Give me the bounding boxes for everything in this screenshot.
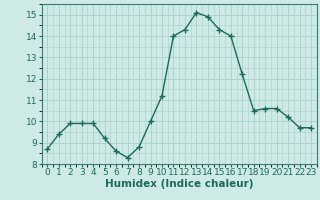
X-axis label: Humidex (Indice chaleur): Humidex (Indice chaleur) bbox=[105, 179, 253, 189]
